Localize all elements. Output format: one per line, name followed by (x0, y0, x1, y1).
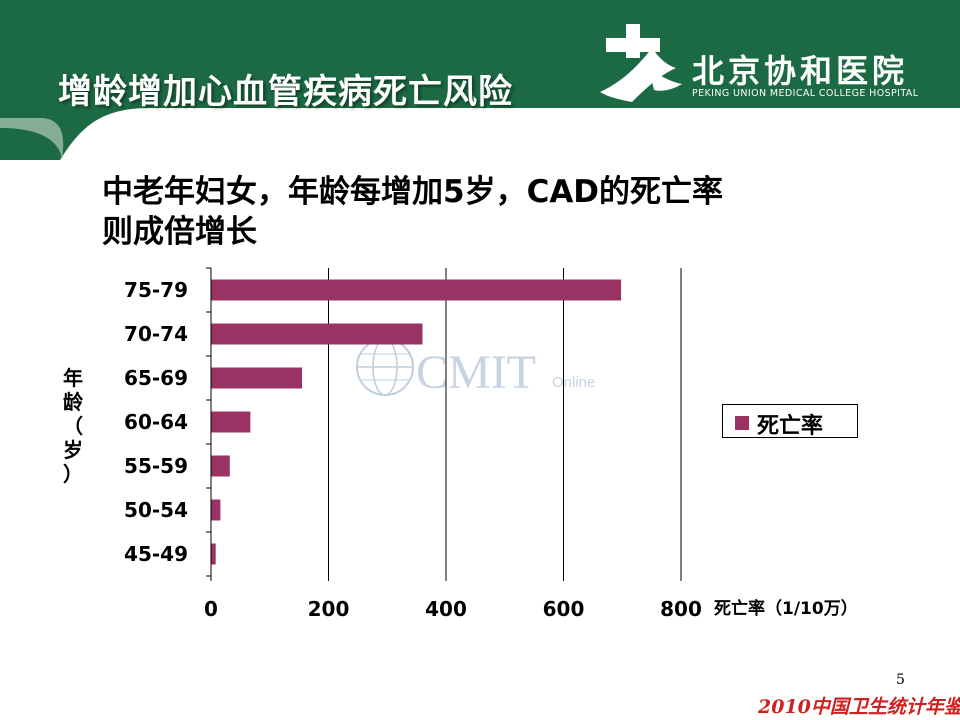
subtitle-line-1: 中老年妇女，年龄每增加5岁，CAD的死亡率 (102, 174, 724, 210)
subtitle-line-2: 则成倍增长 (102, 214, 257, 250)
bars (211, 279, 622, 565)
y-axis-label-char: （ (63, 414, 83, 438)
legend-swatch (735, 416, 749, 430)
y-axis-label-char: ） (63, 462, 83, 486)
chart-legend: 死亡率 (722, 404, 858, 439)
y-axis-label-char: 龄 (63, 390, 83, 414)
logo-english-name: PEKING UNION MEDICAL COLLEGE HOSPITAL (692, 88, 919, 99)
y-tick-label: 65-69 (124, 366, 188, 390)
bar (211, 543, 216, 565)
header-banner (0, 0, 960, 160)
y-tick-label: 70-74 (124, 322, 188, 346)
y-axis-label-char: 岁 (63, 438, 83, 462)
y-axis-label-char: 年 (63, 366, 83, 390)
slide-subtitle: 中老年妇女，年龄每增加5岁，CAD的死亡率 则成倍增长 (102, 172, 723, 252)
y-tick-label: 75-79 (124, 278, 188, 302)
y-tick-label: 45-49 (124, 542, 188, 566)
bar (211, 455, 230, 477)
legend-label: 死亡率 (757, 414, 824, 439)
y-tick-label: 50-54 (124, 498, 188, 522)
slide-title: 增龄增加心血管疾病死亡风险 (58, 72, 513, 112)
bar (211, 323, 423, 345)
watermark-subtext: Online (552, 374, 595, 391)
x-tick-label: 800 (660, 597, 702, 621)
y-tick-label: 60-64 (124, 410, 188, 434)
watermark-text: CMIT (416, 346, 536, 399)
x-axis-label: 死亡率（1/10万） (714, 599, 858, 619)
x-tick-label: 400 (425, 597, 467, 621)
bar (211, 499, 221, 521)
watermark: CMIT Online (356, 338, 595, 399)
y-axis-label: 年 龄 （ 岁 ） (58, 366, 88, 486)
footer-source: 2010中国卫生统计年鉴 (758, 696, 960, 718)
page-number: 5 (896, 672, 905, 688)
grid (328, 268, 682, 576)
logo-emblem-icon (600, 24, 682, 102)
bar (211, 367, 303, 389)
hospital-logo: 北京协和医院 PEKING UNION MEDICAL COLLEGE HOSP… (592, 22, 932, 106)
logo-chinese-name: 北京协和医院 (692, 52, 909, 90)
axes: 0 200 400 600 800 45-49 50-54 55-59 60-64 65-69 70… (124, 267, 702, 621)
y-tick-label: 55-59 (124, 454, 188, 478)
x-tick-label: 200 (308, 597, 350, 621)
bar (211, 279, 622, 301)
x-tick-label: 600 (543, 597, 585, 621)
x-tick-label: 0 (204, 597, 218, 621)
bar (211, 411, 251, 433)
